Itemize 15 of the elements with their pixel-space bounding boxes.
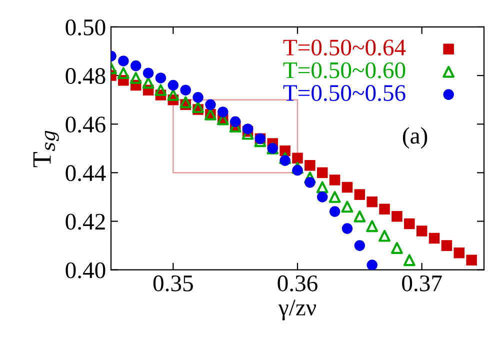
legend-label: T=0.50~0.56 [283, 85, 406, 102]
x-tick-label: 0.37 [402, 275, 442, 292]
x-tick-label: 0.36 [278, 275, 318, 292]
x-axis-title: γ/zν [278, 300, 316, 320]
legend-label: T=0.50~0.64 [283, 40, 406, 56]
y-tick-label: 0.48 [66, 68, 106, 84]
y-tick-label: 0.42 [66, 214, 105, 230]
x-tick-label: 0.35 [153, 275, 193, 292]
legend-label: T=0.50~0.60 [283, 62, 406, 78]
y-tick-label: 0.46 [66, 116, 106, 133]
annotation: (a) [402, 127, 428, 149]
y-tick-label: 0.50 [66, 19, 106, 36]
y-tick-label: 0.40 [66, 262, 106, 278]
y-axis-title: T$_{sg}$ [33, 130, 59, 168]
y-tick-label: 0.44 [66, 165, 106, 182]
